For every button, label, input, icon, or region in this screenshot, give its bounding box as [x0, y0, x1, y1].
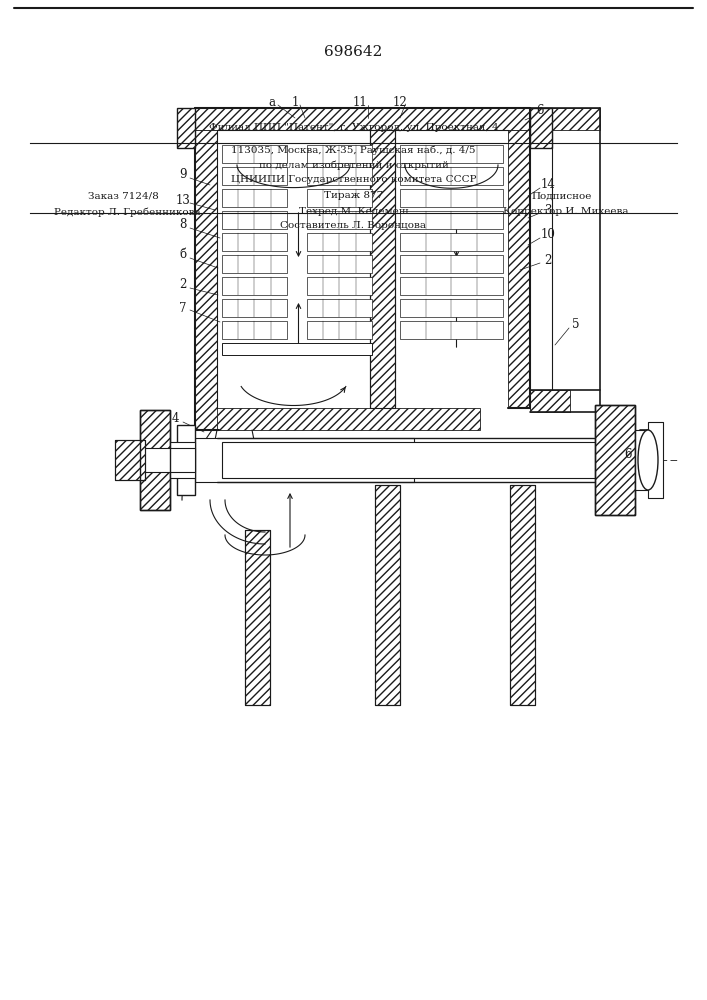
Bar	[400, 167, 503, 185]
Bar	[140, 410, 170, 510]
Bar	[195, 130, 217, 430]
Bar	[648, 422, 663, 498]
Text: 113035, Москва, Ж-35, Раушская наб., д. 4/5: 113035, Москва, Ж-35, Раушская наб., д. …	[231, 145, 476, 155]
Text: 11: 11	[353, 96, 368, 108]
Bar	[222, 255, 287, 273]
Text: Филиал ППП "Патент", г. Ужгород, ул. Проектная, 4: Филиал ППП "Патент", г. Ужгород, ул. Про…	[209, 123, 498, 132]
Bar	[222, 343, 372, 355]
Text: Техред М. Келемеш: Техред М. Келемеш	[299, 208, 408, 217]
Bar	[400, 321, 503, 339]
Text: б: б	[180, 248, 187, 261]
Bar	[307, 167, 372, 185]
Bar	[177, 425, 195, 495]
Text: 8: 8	[180, 219, 187, 232]
Bar	[245, 530, 270, 705]
Bar	[222, 277, 287, 295]
Bar	[510, 485, 535, 705]
Bar	[635, 430, 653, 490]
Bar	[222, 321, 287, 339]
Bar	[222, 167, 287, 185]
Bar	[400, 233, 503, 251]
Text: 1: 1	[291, 96, 298, 108]
Bar	[400, 255, 503, 273]
Text: ЦНИИПИ Государственного комитета СССР: ЦНИИПИ Государственного комитета СССР	[230, 176, 477, 184]
Bar	[595, 405, 635, 515]
Text: 5: 5	[572, 318, 580, 332]
Bar	[648, 422, 663, 498]
Ellipse shape	[638, 430, 658, 490]
Text: по делам изобретений и открытий: по делам изобретений и открытий	[259, 160, 448, 170]
Text: 10: 10	[541, 229, 556, 241]
Bar	[400, 145, 503, 163]
Text: 6: 6	[624, 448, 632, 462]
Bar	[195, 108, 530, 130]
Bar	[400, 277, 503, 295]
Bar	[307, 233, 372, 251]
Bar	[307, 145, 372, 163]
Bar	[115, 440, 145, 480]
Bar	[530, 390, 570, 412]
Bar	[307, 321, 372, 339]
Bar	[595, 405, 635, 515]
Bar	[115, 440, 145, 480]
Text: Тираж 877: Тираж 877	[324, 192, 383, 200]
Text: Корректор И. Михеева: Корректор И. Михеева	[503, 208, 629, 217]
Text: 4: 4	[171, 412, 179, 424]
Text: Заказ 7124/8: Заказ 7124/8	[88, 192, 159, 200]
Bar	[530, 108, 600, 130]
Bar	[530, 108, 552, 148]
Bar	[140, 410, 170, 510]
Bar	[307, 299, 372, 317]
Bar	[510, 485, 535, 705]
Text: Составитель Л. Воронцова: Составитель Л. Воронцова	[281, 222, 426, 231]
Bar	[177, 108, 195, 148]
Bar	[400, 211, 503, 229]
Text: 12: 12	[392, 96, 407, 108]
Bar	[195, 438, 414, 482]
Text: Подписное: Подписное	[532, 192, 592, 200]
Bar	[222, 442, 640, 478]
Text: 14: 14	[541, 178, 556, 192]
Bar	[307, 255, 372, 273]
Bar	[508, 130, 530, 408]
Bar	[222, 189, 287, 207]
Bar	[177, 425, 195, 495]
Bar	[245, 530, 270, 705]
Text: 2: 2	[544, 253, 551, 266]
Bar	[140, 448, 195, 472]
Text: Редактор Л. Гребенникова: Редактор Л. Гребенникова	[54, 207, 201, 217]
Bar	[400, 299, 503, 317]
Bar	[170, 442, 195, 478]
Bar	[370, 130, 395, 408]
Text: 13: 13	[175, 194, 190, 207]
Text: 9: 9	[180, 168, 187, 182]
Bar	[195, 408, 480, 430]
Bar	[375, 485, 400, 705]
Text: 698642: 698642	[324, 45, 382, 59]
Text: 3: 3	[544, 204, 551, 217]
Text: 7: 7	[180, 302, 187, 314]
Bar	[222, 211, 287, 229]
Bar	[635, 430, 653, 490]
Bar	[222, 233, 287, 251]
Bar	[307, 277, 372, 295]
Bar	[222, 299, 287, 317]
Bar	[222, 145, 287, 163]
Bar	[307, 211, 372, 229]
Bar	[375, 485, 400, 705]
Bar	[307, 189, 372, 207]
Text: 2: 2	[180, 278, 187, 292]
Text: а: а	[269, 96, 276, 108]
Bar	[400, 189, 503, 207]
Text: 6: 6	[536, 104, 544, 116]
